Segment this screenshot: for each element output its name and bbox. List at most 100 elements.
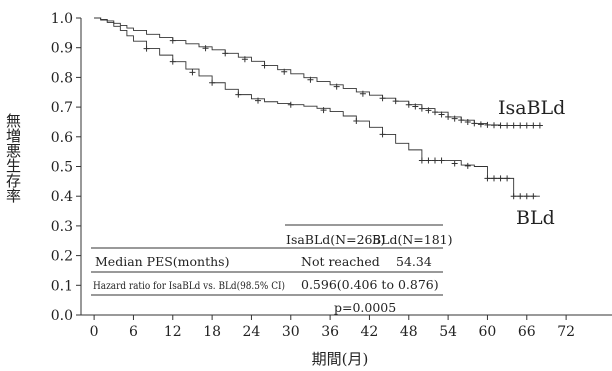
censor-mark-isabld bbox=[517, 122, 524, 129]
censor-mark-bld bbox=[497, 175, 504, 182]
censor-mark-isabld bbox=[523, 122, 530, 129]
censor-mark-isabld bbox=[425, 107, 432, 114]
x-axis-ticks: 0 6 12 18 24 30 36 42 48 54 60 66 72 bbox=[90, 315, 575, 340]
censor-mark-bld bbox=[510, 193, 517, 200]
x-tick-label: 48 bbox=[400, 324, 418, 340]
survival-curves bbox=[94, 17, 540, 197]
censor-mark-isabld bbox=[379, 95, 386, 102]
censor-mark-bld bbox=[451, 160, 458, 167]
censor-mark-isabld bbox=[392, 98, 399, 105]
censor-mark-bld bbox=[320, 107, 327, 114]
censor-mark-isabld bbox=[536, 122, 543, 129]
results-table: IsaBLd(N=265) BLd(N=181) Median PES(mont… bbox=[91, 224, 453, 315]
x-tick-label: 6 bbox=[129, 324, 138, 340]
y-axis-label: 無増悪生存率 bbox=[4, 113, 22, 203]
y-axis-ticks: 0.0 0.1 0.2 0.3 0.4 0.5 0.6 0.7 0.8 0.9 1.0 bbox=[51, 11, 81, 324]
censor-marks bbox=[143, 37, 543, 200]
censor-mark-bld bbox=[209, 79, 216, 86]
axes bbox=[80, 18, 612, 316]
censor-mark-bld bbox=[464, 162, 471, 169]
y-tick-label: 0.4 bbox=[51, 189, 73, 205]
censor-mark-isabld bbox=[530, 122, 537, 129]
censor-mark-isabld bbox=[261, 62, 268, 69]
table-header-isabld: IsaBLd(N=265) bbox=[286, 232, 385, 247]
y-tick-label: 0.1 bbox=[51, 278, 73, 294]
y-tick-label: 0.6 bbox=[51, 130, 73, 146]
x-axis-label: 期間(月) bbox=[311, 350, 369, 368]
table-row-median-isabld: Not reached bbox=[301, 254, 380, 269]
censor-mark-isabld bbox=[497, 122, 504, 129]
censor-mark-isabld bbox=[477, 121, 484, 128]
censor-mark-isabld bbox=[504, 122, 511, 129]
table-header-bld: BLd(N=181) bbox=[372, 232, 453, 247]
censor-mark-isabld bbox=[281, 68, 288, 75]
censor-mark-bld bbox=[189, 69, 196, 76]
censor-mark-isabld bbox=[222, 50, 229, 57]
table-row-median-bld: 54.34 bbox=[396, 254, 432, 269]
censor-mark-isabld bbox=[510, 122, 517, 129]
x-tick-label: 60 bbox=[479, 324, 497, 340]
censor-mark-isabld bbox=[202, 45, 209, 52]
censor-mark-bld bbox=[530, 193, 537, 200]
table-row-hazard-value: 0.596(0.406 to 0.876) bbox=[301, 277, 439, 292]
y-tick-label: 0.9 bbox=[51, 41, 73, 57]
censor-mark-bld bbox=[504, 175, 511, 182]
table-row-hazard-label: Hazard ratio for IsaBLd vs. BLd(98.5% CI… bbox=[93, 281, 285, 292]
censor-mark-bld bbox=[379, 131, 386, 138]
censor-mark-bld bbox=[517, 193, 524, 200]
curve-isabld bbox=[94, 17, 540, 126]
censor-mark-bld bbox=[425, 157, 432, 164]
censor-mark-bld bbox=[255, 97, 261, 104]
x-tick-label: 66 bbox=[518, 324, 536, 340]
censor-mark-isabld bbox=[458, 117, 465, 124]
censor-mark-isabld bbox=[418, 105, 425, 112]
x-tick-label: 72 bbox=[557, 324, 575, 340]
censor-mark-isabld bbox=[471, 120, 478, 127]
series-label-bld: BLd bbox=[516, 207, 555, 229]
censor-mark-isabld bbox=[464, 118, 471, 125]
x-tick-label: 54 bbox=[439, 324, 457, 340]
censor-mark-isabld bbox=[169, 37, 176, 44]
censor-mark-isabld bbox=[491, 122, 497, 129]
censor-mark-bld bbox=[491, 175, 497, 182]
x-tick-label: 0 bbox=[90, 324, 99, 340]
censor-mark-bld bbox=[143, 45, 150, 52]
x-tick-label: 18 bbox=[203, 324, 221, 340]
y-tick-label: 0.2 bbox=[51, 249, 73, 265]
censor-mark-isabld bbox=[445, 113, 452, 120]
censor-mark-isabld bbox=[359, 90, 366, 97]
censor-mark-isabld bbox=[307, 76, 314, 83]
y-tick-label: 0.8 bbox=[51, 70, 73, 86]
censor-mark-isabld bbox=[438, 111, 445, 118]
censor-mark-isabld bbox=[412, 103, 419, 110]
censor-mark-bld bbox=[484, 175, 491, 182]
table-row-median-label: Median PES(months) bbox=[95, 254, 229, 269]
censor-mark-bld bbox=[235, 91, 242, 98]
censor-mark-bld bbox=[287, 101, 294, 108]
censor-mark-bld bbox=[438, 157, 445, 164]
censor-mark-isabld bbox=[451, 115, 458, 122]
censor-mark-isabld bbox=[484, 121, 491, 128]
y-tick-label: 0.0 bbox=[51, 308, 73, 324]
x-tick-label: 12 bbox=[164, 324, 182, 340]
y-tick-label: 0.7 bbox=[51, 100, 73, 116]
censor-mark-isabld bbox=[405, 101, 412, 108]
y-tick-label: 1.0 bbox=[51, 11, 73, 27]
x-tick-label: 36 bbox=[321, 324, 339, 340]
censor-mark-bld bbox=[523, 193, 530, 200]
censor-mark-bld bbox=[432, 157, 438, 164]
censor-mark-isabld bbox=[333, 83, 340, 90]
censor-mark-bld bbox=[353, 118, 360, 125]
series-label-isabld: IsaBLd bbox=[498, 97, 565, 119]
y-tick-label: 0.3 bbox=[51, 219, 73, 235]
censor-mark-bld bbox=[418, 157, 425, 164]
y-tick-label: 0.5 bbox=[51, 160, 73, 176]
table-pvalue: p=0.0005 bbox=[334, 300, 396, 315]
censor-mark-isabld bbox=[241, 56, 248, 63]
x-tick-label: 30 bbox=[282, 324, 300, 340]
x-tick-label: 42 bbox=[361, 324, 379, 340]
x-tick-label: 24 bbox=[243, 324, 261, 340]
censor-mark-isabld bbox=[432, 109, 438, 116]
curve-bld bbox=[94, 17, 540, 197]
